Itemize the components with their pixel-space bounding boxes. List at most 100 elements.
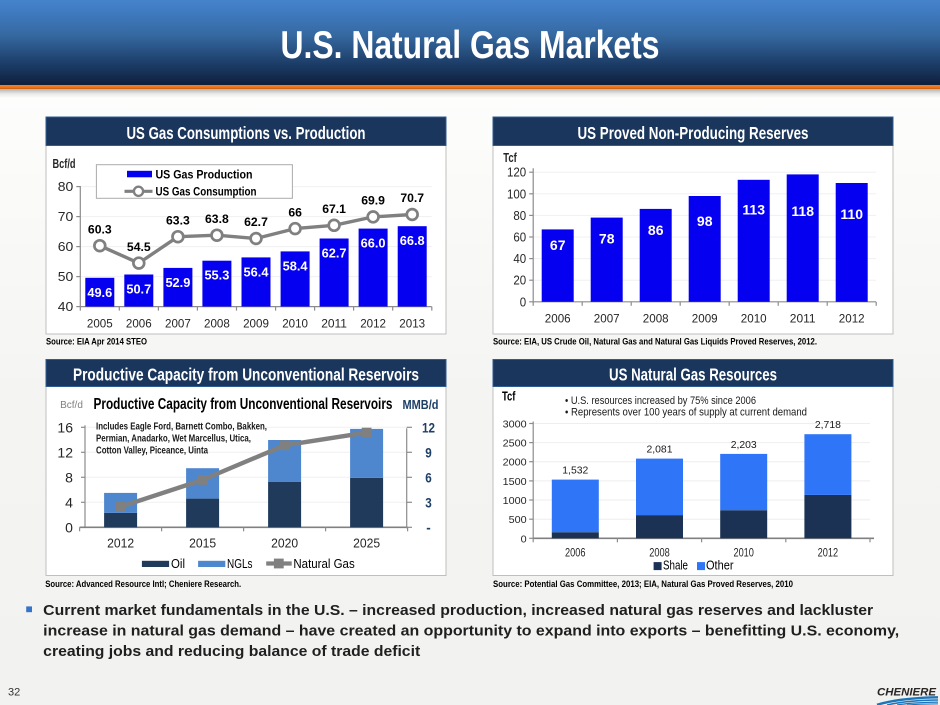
svg-text:1,532: 1,532 (562, 466, 588, 477)
svg-text:80: 80 (513, 208, 526, 223)
svg-text:9: 9 (425, 445, 432, 460)
svg-text:2020: 2020 (271, 537, 298, 551)
svg-text:60: 60 (58, 239, 74, 254)
svg-text:49.6: 49.6 (87, 285, 112, 300)
svg-text:66.0: 66.0 (361, 236, 386, 251)
svg-text:increase in natural gas demand: increase in natural gas demand – have cr… (43, 622, 899, 639)
svg-text:113: 113 (742, 201, 765, 217)
svg-text:86: 86 (648, 222, 664, 238)
svg-text:50: 50 (58, 269, 74, 284)
svg-text:Source: Potential Gas Committe: Source: Potential Gas Committee, 2013; E… (493, 579, 793, 590)
svg-text:Source: EIA Apr 2014 STEO: Source: EIA Apr 2014 STEO (46, 337, 147, 348)
svg-text:2012: 2012 (818, 548, 839, 560)
svg-text:12: 12 (422, 420, 435, 435)
svg-text:12: 12 (57, 444, 73, 460)
svg-text:52.9: 52.9 (165, 275, 190, 290)
svg-text:70.7: 70.7 (400, 191, 424, 205)
svg-text:55.3: 55.3 (204, 268, 229, 283)
svg-text:16: 16 (57, 419, 73, 435)
svg-text:Productive Capacity from Uncon: Productive Capacity from Unconventional … (73, 365, 419, 385)
svg-text:US Gas Production: US Gas Production (156, 170, 253, 182)
svg-text:Tcf: Tcf (503, 151, 517, 165)
svg-text:8: 8 (65, 469, 73, 485)
svg-text:78: 78 (599, 231, 615, 247)
svg-text:32: 32 (8, 687, 20, 699)
svg-text:Productive Capacity from Uncon: Productive Capacity from Unconventional … (94, 396, 393, 413)
svg-text:2,081: 2,081 (646, 445, 672, 456)
svg-text:1000: 1000 (503, 495, 527, 507)
svg-text:500: 500 (509, 514, 527, 526)
svg-text:54.5: 54.5 (127, 240, 151, 254)
svg-text:US Gas Consumption: US Gas Consumption (156, 186, 257, 198)
svg-text:2011: 2011 (790, 312, 816, 326)
svg-text:70: 70 (58, 209, 74, 224)
svg-text:Shale: Shale (663, 559, 688, 573)
svg-text:2015: 2015 (189, 537, 216, 551)
svg-text:2008: 2008 (643, 312, 669, 326)
svg-text:2005: 2005 (87, 316, 113, 330)
svg-text:58.4: 58.4 (283, 258, 309, 273)
svg-text:1500: 1500 (503, 476, 527, 488)
svg-text:2010: 2010 (733, 548, 754, 560)
svg-text:Cotton Valley, Piceance, Uinta: Cotton Valley, Piceance, Uinta (96, 446, 208, 457)
svg-text:2010: 2010 (741, 312, 767, 326)
svg-text:118: 118 (791, 203, 814, 219)
svg-text:2012: 2012 (839, 312, 865, 326)
svg-text:63.8: 63.8 (205, 212, 229, 226)
svg-text:2006: 2006 (126, 316, 152, 330)
svg-text:50.7: 50.7 (126, 282, 151, 297)
svg-text:2012: 2012 (107, 537, 134, 551)
svg-text:2025: 2025 (353, 537, 380, 551)
svg-text:Source: Advanced Resource Intl: Source: Advanced Resource Intl; Cheniere… (45, 579, 241, 590)
svg-text:Oil: Oil (171, 557, 185, 571)
svg-text:2011: 2011 (321, 316, 347, 330)
svg-text:98: 98 (697, 213, 713, 229)
svg-text:4: 4 (65, 494, 73, 510)
svg-text:0: 0 (521, 533, 527, 545)
svg-text:3000: 3000 (503, 419, 527, 431)
svg-text:2009: 2009 (692, 312, 718, 326)
svg-text:2006: 2006 (545, 312, 571, 326)
svg-text:60: 60 (513, 230, 526, 245)
svg-text:2013: 2013 (399, 316, 425, 330)
svg-text:• Represents over 100 years of: • Represents over 100 years of supply at… (565, 406, 807, 418)
svg-text:80: 80 (58, 179, 74, 194)
svg-text:Natural Gas: Natural Gas (293, 557, 354, 571)
svg-text:CHENIERE: CHENIERE (877, 687, 937, 699)
svg-text:100: 100 (507, 186, 526, 201)
svg-text:Includes Eagle Ford, Barnett C: Includes Eagle Ford, Barnett Combo, Bakk… (96, 422, 267, 433)
svg-text:NGLs: NGLs (227, 557, 253, 571)
svg-text:67.1: 67.1 (322, 202, 346, 216)
svg-text:Source: EIA, US Crude Oil, Nat: Source: EIA, US Crude Oil, Natural Gas a… (493, 337, 817, 348)
svg-text:2500: 2500 (503, 438, 527, 450)
svg-text:Tcf: Tcf (502, 390, 516, 404)
svg-text:2007: 2007 (594, 312, 620, 326)
svg-text:2006: 2006 (565, 548, 586, 560)
svg-text:• U.S. resources increased by: • U.S. resources increased by 75% since … (565, 395, 756, 407)
svg-text:56.4: 56.4 (244, 264, 270, 279)
svg-text:2010: 2010 (282, 316, 308, 330)
svg-text:US Natural Gas Resources: US Natural Gas Resources (609, 365, 777, 385)
svg-text:0: 0 (520, 294, 526, 309)
svg-text:40: 40 (513, 251, 526, 266)
svg-text:2012: 2012 (360, 316, 386, 330)
svg-text:creating jobs and reducing bal: creating jobs and reducing balance of tr… (43, 643, 420, 660)
svg-text:MMB/d: MMB/d (403, 398, 439, 412)
svg-text:67: 67 (550, 237, 566, 253)
svg-text:Current market fundamentals in: Current market fundamentals in the U.S. … (43, 602, 873, 619)
svg-text:6: 6 (425, 470, 432, 485)
svg-text:2009: 2009 (243, 316, 269, 330)
svg-text:2007: 2007 (165, 316, 191, 330)
svg-text:20: 20 (513, 273, 526, 288)
svg-text:2,718: 2,718 (815, 420, 841, 431)
svg-text:US Gas Consumptions vs. Produc: US Gas Consumptions vs. Production (127, 123, 366, 143)
svg-text:2008: 2008 (204, 316, 230, 330)
svg-text:Bcf/d: Bcf/d (53, 157, 76, 171)
svg-text:2000: 2000 (503, 457, 527, 469)
svg-text:110: 110 (840, 206, 863, 222)
svg-text:66: 66 (288, 205, 302, 219)
svg-text:3: 3 (425, 495, 432, 510)
svg-text:120: 120 (507, 165, 526, 180)
svg-text:2008: 2008 (649, 548, 670, 560)
svg-text:62.7: 62.7 (244, 215, 268, 229)
